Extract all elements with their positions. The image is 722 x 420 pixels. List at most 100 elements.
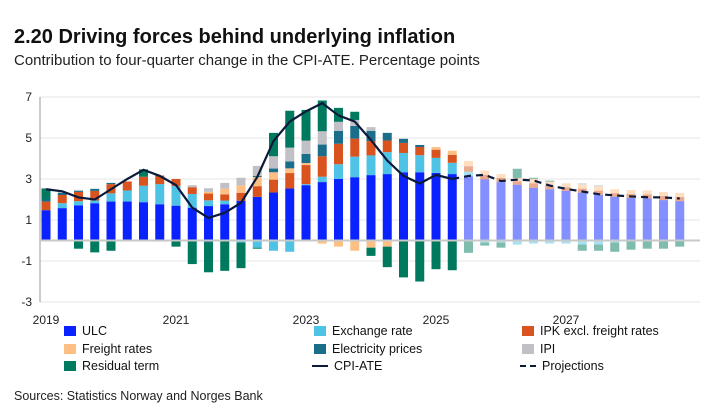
bar-segment: [626, 241, 636, 250]
bar-segment: [139, 176, 148, 186]
legend-swatch: [314, 326, 326, 336]
bar-segment: [57, 194, 67, 204]
bar-segment: [350, 138, 360, 157]
legend-ipk: IPK excl. freight rates: [522, 324, 659, 338]
bar-segment: [285, 173, 295, 189]
chart-subtitle: Contribution to four-quarter change in t…: [14, 52, 480, 69]
bar-segment: [90, 240, 100, 253]
bar-segment: [236, 177, 246, 186]
bar-segment: [545, 185, 555, 190]
legend-residual-term: Residual term: [64, 359, 159, 373]
bar-segment: [610, 189, 620, 194]
bar-segment: [512, 184, 522, 241]
bar-segment: [269, 192, 278, 241]
legend-swatch: [64, 361, 76, 371]
bar-segment: [610, 240, 620, 243]
bar-segment: [106, 193, 116, 202]
bar-segment: [529, 240, 538, 244]
bar-segment: [252, 165, 262, 176]
bar-segment: [204, 193, 213, 201]
y-tick-label: 1: [25, 213, 32, 227]
bar-segment: [626, 198, 636, 241]
y-tick-label: 3: [25, 172, 32, 186]
bar-segment: [74, 190, 83, 192]
cpi-ate-line: [45, 101, 453, 220]
legend-cpi-ate: CPI-ATE: [312, 359, 382, 373]
bar-segment: [464, 240, 473, 253]
chart-title: 2.20 Driving forces behind underlying in…: [14, 26, 456, 48]
bar-segment: [334, 179, 343, 241]
legend-label: Freight rates: [82, 342, 153, 356]
bar-segment: [399, 240, 408, 278]
bar-segment: [447, 240, 457, 271]
legend-swatch: [314, 344, 326, 354]
bar-segment: [41, 201, 51, 211]
bar-segment: [317, 176, 327, 183]
x-tick-label: 2025: [423, 313, 450, 327]
y-tick-label: -3: [21, 295, 32, 309]
bar-segment: [610, 193, 620, 197]
legend-label: IPK excl. freight rates: [540, 324, 659, 338]
bar-segment: [301, 153, 311, 164]
bar-segment: [122, 201, 132, 241]
bar-segment: [204, 240, 213, 243]
bar-segment: [90, 200, 100, 204]
legend-swatch: [64, 344, 76, 354]
projection-line: [452, 173, 680, 200]
bar-segment: [610, 242, 620, 252]
bar-segment: [171, 185, 181, 206]
bar-segment: [382, 174, 392, 241]
bar-segment: [317, 182, 327, 241]
bar-segment: [480, 179, 490, 241]
bar-segment: [366, 141, 376, 156]
bar-segment: [285, 147, 295, 162]
bar-segment: [366, 127, 376, 131]
bar-segment: [74, 240, 83, 249]
bar-segment: [236, 192, 246, 201]
bar-segment: [269, 168, 278, 173]
bar-segment: [642, 198, 652, 241]
bar-segment: [512, 168, 522, 178]
legend-label: ULC: [82, 324, 108, 338]
bar-segment: [382, 152, 392, 175]
bar-segment: [187, 193, 197, 208]
bar-segment: [496, 240, 506, 243]
bar-segment: [399, 138, 408, 143]
legend-label: Exchange rate: [332, 324, 413, 338]
bar-segment: [626, 190, 636, 194]
bar-segment: [155, 204, 165, 241]
bar-segment: [366, 175, 376, 241]
bar-segment: [334, 121, 343, 131]
bar-segment: [350, 240, 360, 251]
bar-segment: [204, 200, 213, 207]
bar-segment: [350, 125, 360, 139]
bar-segment: [204, 206, 213, 241]
bar-segment: [334, 143, 343, 165]
bar-segment: [399, 152, 408, 173]
bar-segment: [415, 144, 425, 148]
bar-segment: [155, 184, 165, 205]
legend-ipi: IPI: [522, 342, 555, 356]
bar-segment: [269, 156, 278, 169]
bar-segment: [431, 149, 441, 158]
bar-segment: [57, 208, 67, 241]
bar-segment: [545, 189, 555, 241]
bar-segment: [74, 205, 83, 241]
bar-segment: [350, 177, 360, 241]
bar-segment: [594, 244, 603, 251]
bar-segment: [350, 111, 360, 120]
bar-segment: [480, 170, 490, 175]
bar-segment: [204, 191, 213, 194]
bar-segment: [464, 176, 473, 241]
bar-segment: [90, 203, 100, 241]
bar-segment: [139, 169, 148, 177]
bar-segment: [659, 196, 668, 201]
bar-segment: [431, 157, 441, 173]
bar-segment: [236, 185, 246, 193]
bar-segment: [122, 181, 132, 191]
bar-segment: [252, 247, 262, 249]
bar-segment: [480, 242, 490, 246]
bar-segment: [496, 174, 506, 178]
bar-segment: [269, 132, 278, 157]
